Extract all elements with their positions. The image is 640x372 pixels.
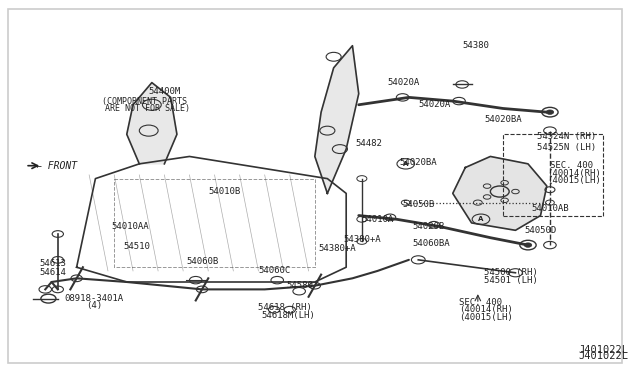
- Text: J401022L: J401022L: [578, 351, 628, 361]
- Text: 54580: 54580: [287, 281, 314, 290]
- Text: 54501 (LH): 54501 (LH): [484, 276, 538, 285]
- Text: (COMPORNENT PARTS: (COMPORNENT PARTS: [102, 97, 187, 106]
- Text: A: A: [403, 161, 408, 167]
- Polygon shape: [315, 46, 359, 193]
- Text: 54060BA: 54060BA: [412, 239, 450, 248]
- Text: 54020A: 54020A: [387, 78, 419, 87]
- Text: 54524N (RH): 54524N (RH): [538, 132, 596, 141]
- Text: (4): (4): [86, 301, 102, 311]
- Text: SEC. 400: SEC. 400: [459, 298, 502, 307]
- Text: SEC. 400: SEC. 400: [550, 161, 593, 170]
- Bar: [503, 134, 604, 215]
- Text: J401022L: J401022L: [578, 345, 628, 355]
- Text: 54482: 54482: [356, 139, 383, 148]
- Text: 54060B: 54060B: [186, 257, 219, 266]
- Text: 54020BA: 54020BA: [484, 115, 522, 124]
- Text: 54010B: 54010B: [208, 187, 241, 196]
- Text: 54380+A: 54380+A: [318, 244, 356, 253]
- Text: (40015(LH): (40015(LH): [547, 176, 600, 185]
- Text: 54614: 54614: [39, 268, 66, 277]
- Text: A: A: [478, 216, 484, 222]
- Polygon shape: [127, 83, 177, 164]
- Text: 54020B: 54020B: [412, 222, 444, 231]
- Text: 54510: 54510: [124, 243, 150, 251]
- Text: 54525N (LH): 54525N (LH): [538, 143, 596, 152]
- Text: 54613: 54613: [39, 259, 66, 268]
- Text: (40015(LH): (40015(LH): [459, 312, 513, 321]
- Text: 54010AA: 54010AA: [111, 222, 148, 231]
- Polygon shape: [452, 157, 547, 230]
- Text: 54060C: 54060C: [259, 266, 291, 275]
- Text: 54010A: 54010A: [362, 215, 394, 224]
- Circle shape: [546, 110, 554, 114]
- Circle shape: [524, 243, 532, 247]
- Text: 54020A: 54020A: [419, 100, 451, 109]
- Text: (40014(RH): (40014(RH): [547, 169, 600, 177]
- Text: 54020BA: 54020BA: [399, 157, 437, 167]
- Text: 54380: 54380: [462, 41, 489, 50]
- Text: 54618M(LH): 54618M(LH): [262, 311, 316, 320]
- Text: 54050D: 54050D: [525, 226, 557, 235]
- Text: ← FRONT: ← FRONT: [36, 161, 77, 171]
- Text: 54010AB: 54010AB: [531, 203, 569, 213]
- Text: 54400M: 54400M: [148, 87, 181, 96]
- Text: ARE NOT FOR SALE): ARE NOT FOR SALE): [105, 104, 190, 113]
- Text: 54050B: 54050B: [403, 200, 435, 209]
- Text: 54618 (RH): 54618 (RH): [259, 303, 312, 312]
- Text: 54500 (RH): 54500 (RH): [484, 268, 538, 277]
- Text: 54380+A: 54380+A: [343, 235, 381, 244]
- Text: (40014(RH): (40014(RH): [459, 305, 513, 314]
- Text: 08918-3401A: 08918-3401A: [64, 294, 124, 303]
